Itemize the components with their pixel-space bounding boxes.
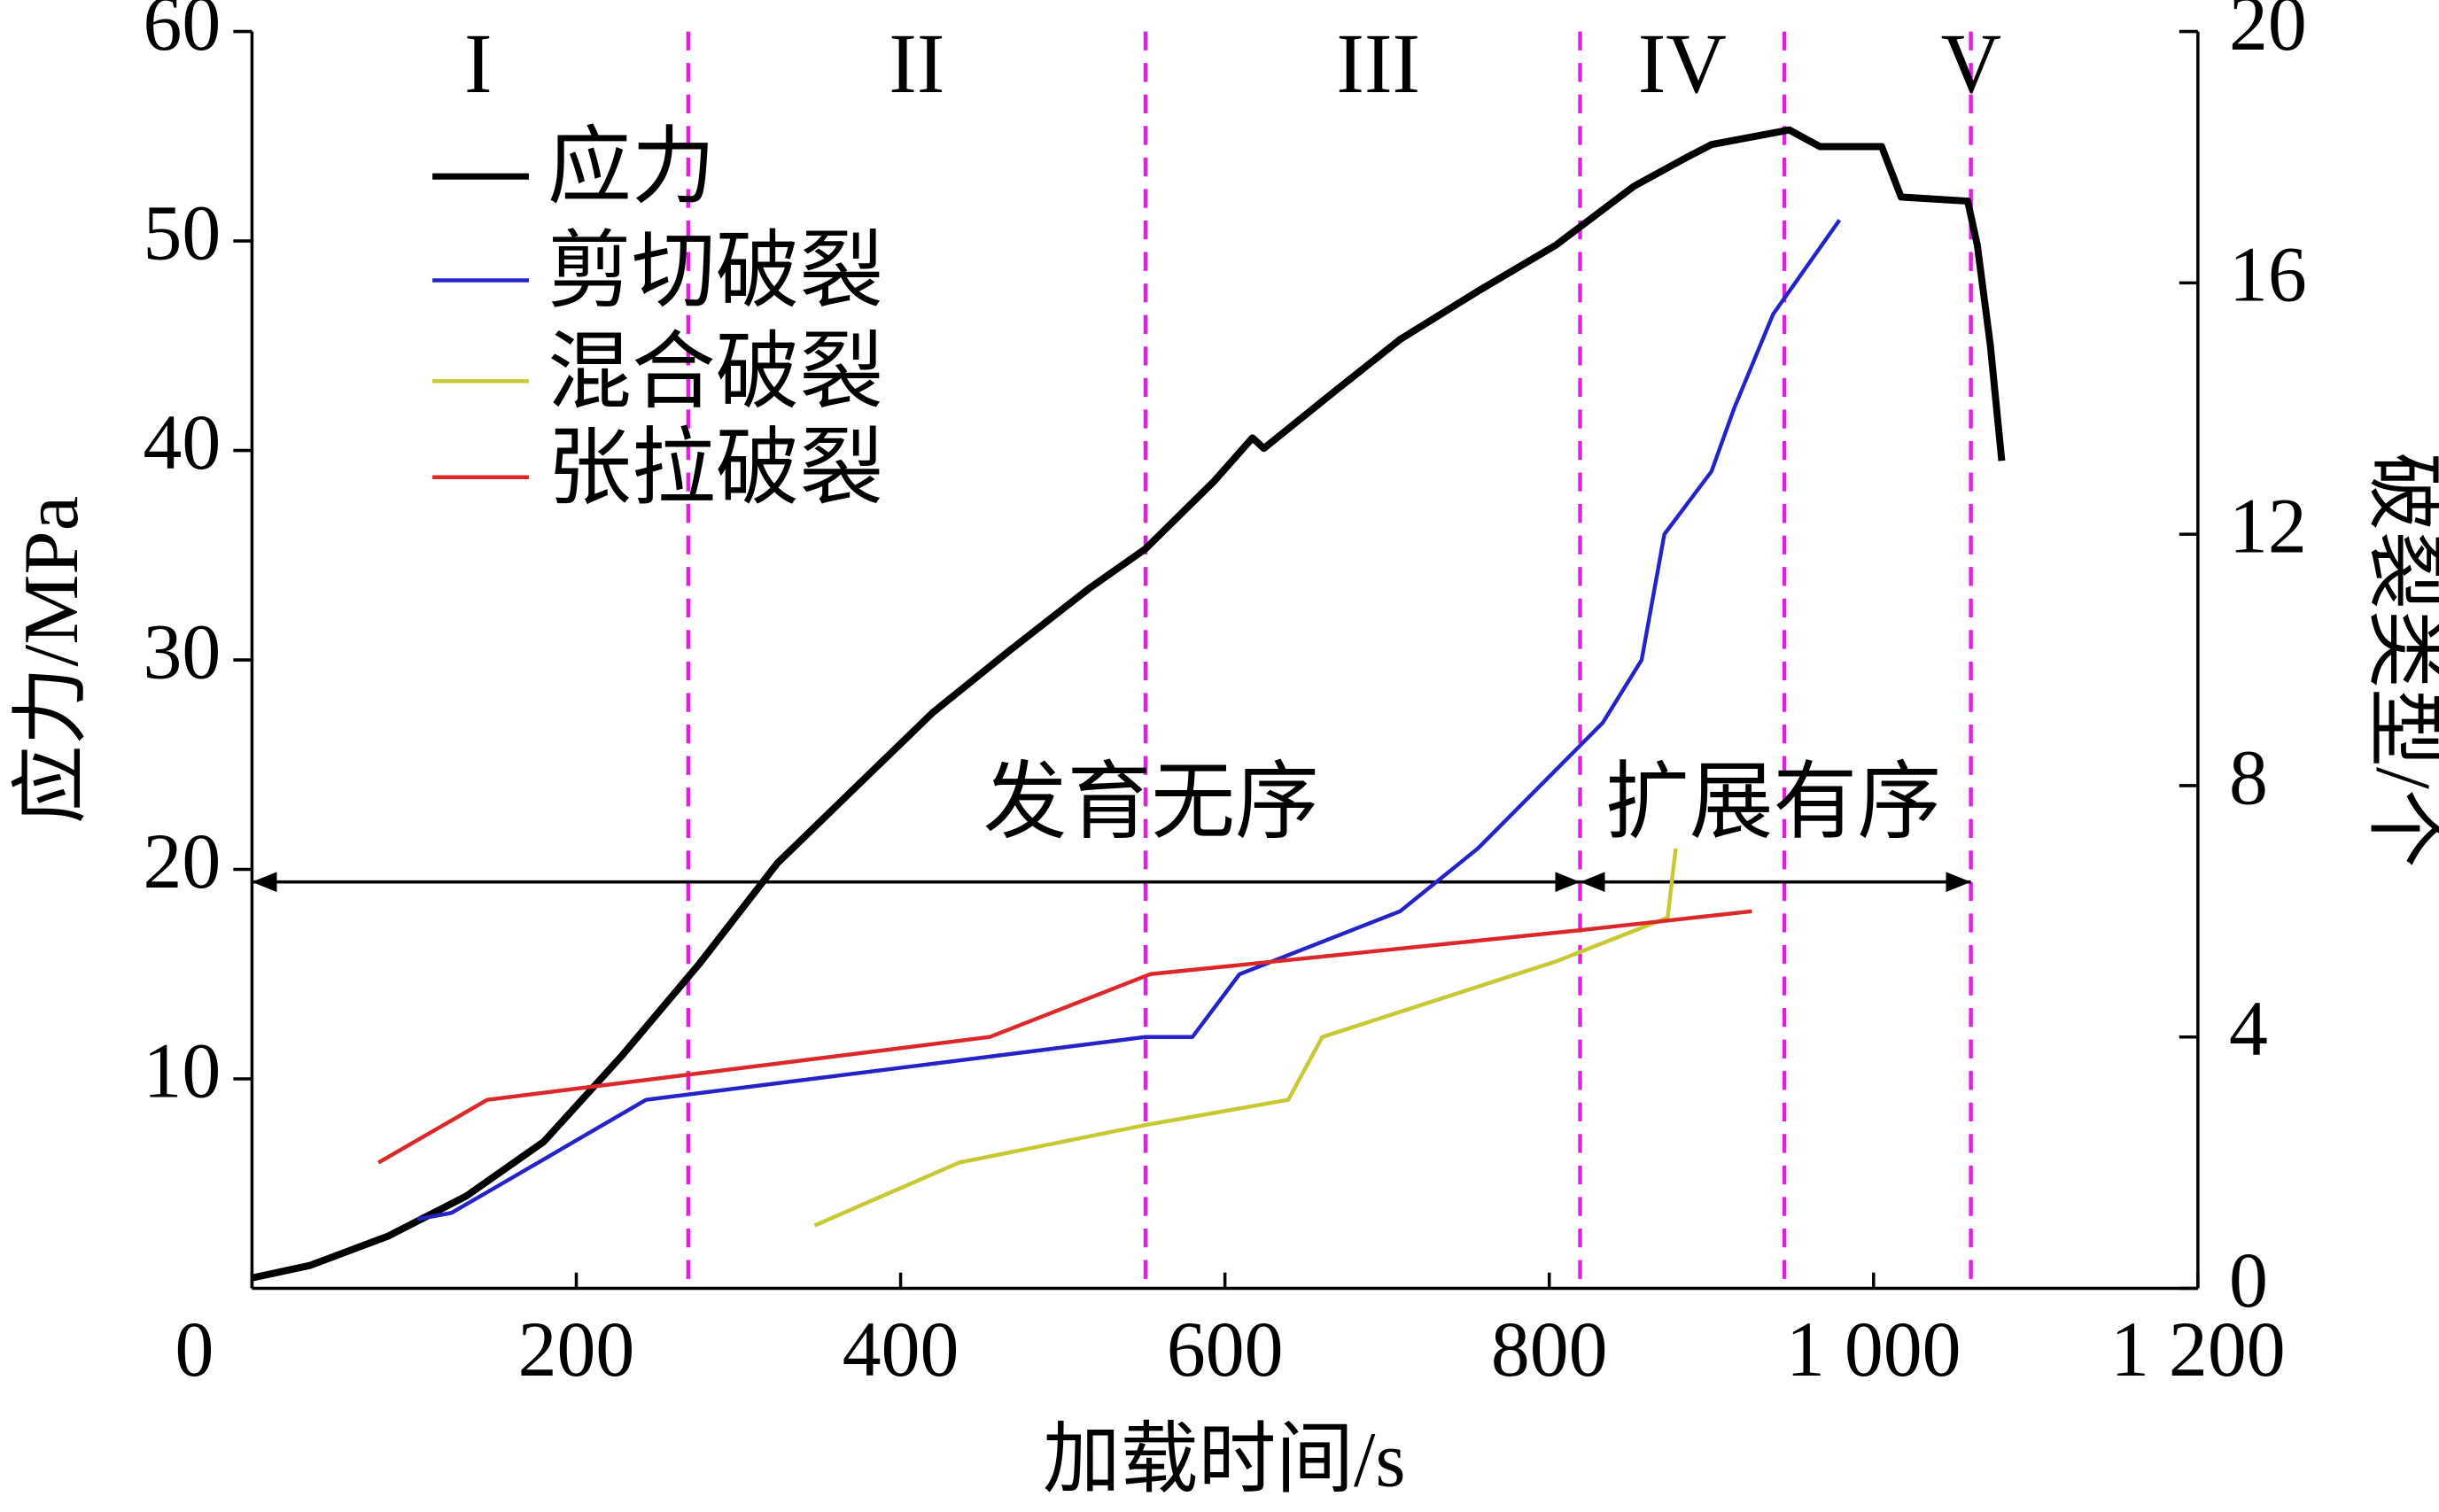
legend-label: 剪切破裂 bbox=[548, 224, 883, 319]
y-tick-label: 50 bbox=[144, 190, 221, 277]
y2-tick-label: 20 bbox=[2229, 0, 2307, 67]
stage-label: IV bbox=[1638, 16, 1727, 111]
x-tick-label: 1 000 bbox=[1786, 1307, 1961, 1394]
y-tick-label: 40 bbox=[144, 399, 221, 486]
y2-tick-label: 12 bbox=[2229, 483, 2307, 570]
y-tick-label: 20 bbox=[144, 818, 221, 905]
legend-label: 应力 bbox=[548, 120, 716, 215]
series-line bbox=[251, 126, 2006, 1282]
stage-label: I bbox=[464, 16, 493, 111]
x-tick-label: 1 200 bbox=[2110, 1307, 2285, 1394]
legend-label: 混合破裂 bbox=[548, 325, 883, 420]
series-line bbox=[813, 848, 1678, 1228]
legend-label: 张拉破裂 bbox=[548, 421, 883, 516]
phase-label: 发育无序 bbox=[983, 755, 1319, 849]
y2-tick-label: 8 bbox=[2229, 734, 2268, 822]
x-tick-label: 0 bbox=[175, 1307, 214, 1394]
series-line bbox=[416, 219, 1842, 1221]
x-tick-label: 800 bbox=[1491, 1307, 1608, 1394]
phase-label: 扩展有序 bbox=[1605, 755, 1941, 849]
x-tick-label: 600 bbox=[1167, 1307, 1284, 1394]
stage-label: V bbox=[1941, 16, 2001, 111]
x-tick-label: 400 bbox=[843, 1307, 959, 1394]
y-axis-label: 应力/MPa bbox=[8, 496, 94, 824]
y2-tick-label: 16 bbox=[2229, 231, 2307, 319]
stage-label: III bbox=[1336, 16, 1420, 111]
y2-axis-label: 破裂类型/个 bbox=[2360, 452, 2439, 867]
series-line bbox=[377, 909, 1752, 1165]
y-tick-label: 60 bbox=[144, 0, 221, 67]
y-tick-label: 30 bbox=[144, 609, 221, 696]
y-tick-label: 10 bbox=[144, 1027, 221, 1115]
x-tick-label: 200 bbox=[518, 1307, 635, 1394]
stage-label: II bbox=[889, 16, 944, 111]
y2-tick-label: 0 bbox=[2229, 1237, 2268, 1324]
x-axis-label: 加载时间/s bbox=[1043, 1416, 1406, 1504]
y2-tick-label: 4 bbox=[2229, 986, 2268, 1074]
